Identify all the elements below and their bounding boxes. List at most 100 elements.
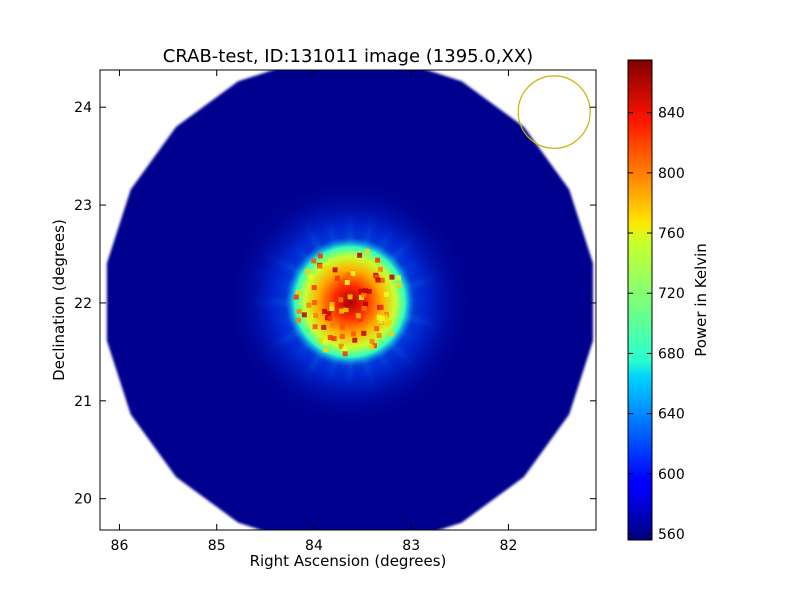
x-tick-label: 83	[402, 538, 420, 554]
source-speckle	[374, 326, 380, 332]
source-speckle	[306, 302, 312, 308]
source-speckle	[384, 321, 390, 327]
source-speckle	[343, 307, 349, 313]
source-speckle	[293, 294, 299, 300]
y-tick-label: 23	[74, 198, 92, 214]
source-speckle	[304, 268, 310, 274]
source-speckle	[339, 324, 345, 330]
source-speckle	[342, 351, 348, 357]
source-speckle	[344, 303, 350, 308]
source-speckle	[378, 318, 384, 324]
source-speckle	[361, 330, 367, 336]
source-speckle	[296, 317, 301, 323]
colorbar-ticks: 560 600 640 680 720 760 800 840	[628, 106, 685, 543]
source-speckle	[396, 282, 402, 288]
source-speckle	[374, 274, 380, 280]
source-speckle	[295, 290, 301, 296]
source-speckle	[383, 291, 389, 297]
source-speckle	[334, 275, 340, 281]
source-speckle	[312, 300, 317, 305]
source-speckle	[352, 337, 358, 343]
source-speckle	[301, 312, 307, 318]
source-speckle	[344, 280, 350, 285]
radio-source-emission	[225, 177, 475, 427]
source-speckle	[389, 274, 395, 280]
source-speckle	[369, 338, 375, 344]
x-tick-label: 82	[500, 538, 518, 554]
source-speckle	[339, 333, 345, 339]
colorbar: 560 600 640 680 720 760 800 840 Power in Kelvin	[627, 59, 710, 543]
source-speckle	[322, 308, 327, 314]
source-speckle	[329, 306, 335, 311]
source-speckle	[378, 304, 384, 310]
y-tick-label: 24	[74, 100, 92, 116]
plot-frame	[99, 69, 597, 531]
source-speckle	[375, 277, 381, 283]
source-speckle	[388, 331, 394, 337]
colorbar-label: Power in Kelvin	[692, 243, 710, 357]
source-speckle	[307, 274, 313, 280]
source-speckle	[330, 322, 336, 328]
source-speckle	[382, 314, 388, 320]
source-speckle	[345, 273, 351, 278]
source-speckle	[366, 288, 372, 294]
source-speckle	[355, 313, 361, 319]
colorbar-tick-label: 760	[658, 226, 685, 242]
colorbar-tick-label: 600	[658, 467, 685, 483]
source-speckle	[358, 288, 364, 294]
y-axis-label: Declination (degrees)	[50, 219, 68, 381]
source-speckle	[351, 315, 357, 321]
y-tick-label: 22	[74, 296, 92, 312]
y-tick-label: 21	[74, 394, 92, 410]
source-speckle	[338, 308, 344, 314]
source-speckle	[379, 316, 385, 322]
source-speckle	[311, 258, 317, 264]
source-speckle	[296, 308, 302, 314]
source-speckle	[327, 335, 333, 340]
source-speckle	[361, 306, 367, 311]
source-speckle	[329, 302, 335, 307]
source-speckle	[341, 278, 347, 284]
colorbar-tick-label: 800	[658, 166, 685, 182]
colorbar-tick-label: 840	[658, 106, 685, 122]
y-axis-ticks: 20 21 22 23 24	[74, 100, 596, 508]
colorbar-tick-label: 680	[658, 346, 685, 362]
beam-circle	[517, 75, 591, 149]
plot-area	[106, 70, 593, 530]
source-speckle	[311, 285, 317, 291]
source-speckle	[357, 316, 363, 322]
source-speckle	[350, 271, 356, 276]
source-speckle	[379, 277, 385, 283]
source-speckle	[377, 266, 383, 272]
source-speckle	[357, 252, 363, 258]
source-speckle	[369, 344, 375, 350]
source-speckle	[321, 324, 327, 330]
x-tick-label: 85	[208, 538, 226, 554]
source-speckle	[338, 343, 344, 349]
source-speckle	[371, 343, 377, 349]
source-speckle	[351, 331, 357, 337]
source-speckle	[313, 313, 319, 319]
colorbar-tick-label: 560	[658, 527, 685, 543]
source-speckle	[395, 275, 401, 281]
colorbar-gradient	[627, 59, 653, 541]
source-speckle	[376, 333, 382, 338]
source-speckle	[323, 266, 329, 271]
source-speckle	[363, 301, 368, 307]
x-tick-label: 86	[111, 538, 129, 554]
source-speckle	[376, 314, 382, 320]
colorbar-tick-label: 720	[658, 286, 685, 302]
x-tick-label: 84	[305, 538, 323, 554]
source-speckle	[312, 324, 318, 330]
source-speckle	[342, 346, 348, 352]
source-speckle	[318, 338, 324, 344]
x-axis-label: Right Ascension (degrees)	[250, 552, 447, 570]
y-tick-label: 20	[74, 492, 92, 508]
source-speckle	[327, 316, 333, 321]
source-speckle	[384, 311, 389, 317]
source-speckle	[326, 311, 332, 317]
source-core	[285, 237, 415, 367]
source-speckle	[362, 288, 368, 294]
chart-title: CRAB-test, ID:131011 image (1395.0,XX)	[163, 46, 533, 67]
